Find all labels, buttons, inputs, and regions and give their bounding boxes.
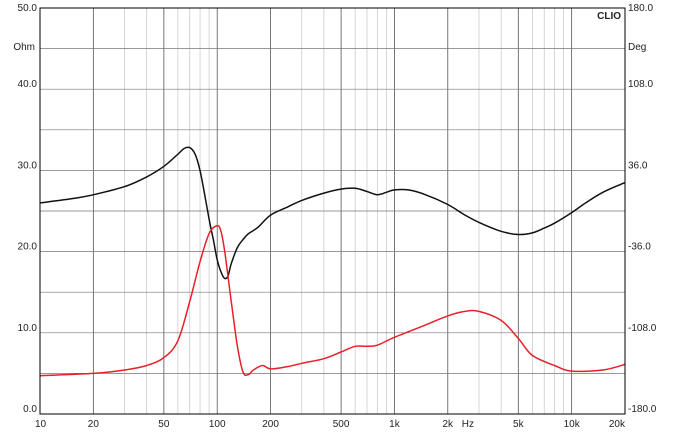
y-right-tick-label: 180.0	[628, 3, 653, 14]
phase-curve	[39, 224, 626, 377]
y-left-tick-label: 40.0	[18, 79, 38, 90]
plot-frame	[39, 7, 626, 415]
curves	[39, 146, 626, 377]
y-right-tick-label: 108.0	[628, 79, 653, 90]
x-axis-unit: Hz	[462, 419, 474, 430]
y-left-tick-label: 50.0	[18, 3, 38, 14]
y-right-tick-label: 36.0	[628, 160, 648, 171]
y-right-tick-label: -108.0	[628, 323, 657, 334]
grid	[40, 8, 625, 414]
x-tick-label: 20	[88, 419, 100, 430]
left-axis-unit: Ohm	[13, 42, 35, 53]
brand-label: CLIO	[597, 11, 621, 22]
right-axis-unit: Deg	[628, 42, 646, 53]
y-left-tick-label: 30.0	[18, 160, 38, 171]
x-tick-label: 10	[35, 419, 47, 430]
x-tick-label: 200	[262, 419, 279, 430]
y-left-tick-label: 20.0	[18, 242, 38, 253]
x-tick-label: 2k	[443, 419, 455, 430]
y-left-tick-label: 0.0	[23, 404, 37, 415]
x-tick-label: 10k	[564, 419, 581, 430]
y-left-tick-label: 10.0	[18, 323, 38, 334]
x-tick-label: 50	[158, 419, 170, 430]
x-tick-label: 20k	[609, 419, 626, 430]
axis-labels: 10 20 50 100 200 500 1k 2k 5k 10k 20k 0.0 10.0 20.0 30…	[18, 3, 657, 430]
x-tick-label: 500	[333, 419, 350, 430]
x-tick-label: 5k	[513, 419, 525, 430]
y-right-tick-label: -36.0	[628, 242, 651, 253]
x-tick-label: 1k	[389, 419, 401, 430]
x-tick-label: 100	[209, 419, 226, 430]
y-right-tick-label: -180.0	[628, 404, 657, 415]
impedance-curve	[39, 146, 626, 280]
